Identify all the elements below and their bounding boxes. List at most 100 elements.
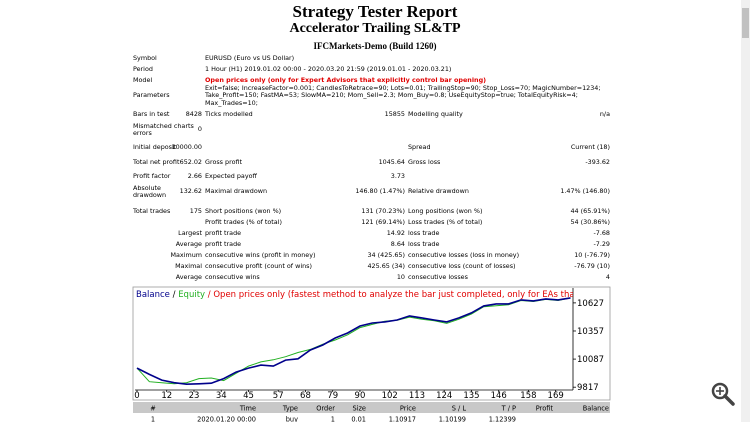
x-tick-label: 68 xyxy=(300,391,311,401)
info-value: EURUSD (Euro vs US Dollar) xyxy=(205,54,295,63)
stat-value: n/a xyxy=(599,110,610,119)
graph-frame xyxy=(132,286,611,401)
stat-value: 121 (69.14%) xyxy=(361,218,405,227)
stat-label: Mismatched charts errors xyxy=(133,121,194,137)
info-label: Period xyxy=(133,65,153,74)
stat-value: 175 xyxy=(189,207,202,216)
stat-label: Profit factor xyxy=(133,172,171,181)
info-label: Symbol xyxy=(133,54,157,63)
trades-column-header: # xyxy=(150,405,156,413)
stat-value: 425.65 (34) xyxy=(367,262,405,271)
legend-separator: / xyxy=(173,290,176,300)
stat-value: 8.64 xyxy=(390,240,405,249)
trades-column-header: Balance xyxy=(583,405,609,413)
trades-cell: 1.10917 xyxy=(389,416,416,422)
stat-value: 652.02 xyxy=(179,158,202,167)
stat-value: 44 (65.91%) xyxy=(570,207,610,216)
scrollbar[interactable] xyxy=(741,0,750,422)
stat-value: 10 xyxy=(396,273,405,282)
trades-column-header: Profit xyxy=(536,405,554,413)
stat-label: Maximal drawdown xyxy=(205,187,268,196)
info-value: Open prices only (only for Expert Adviso… xyxy=(205,76,487,85)
x-tick-label: 57 xyxy=(273,391,284,401)
trades-cell: buy xyxy=(286,416,298,422)
stat-label: profit trade xyxy=(205,240,242,249)
x-tick-label: 79 xyxy=(327,391,338,401)
stat-value: 10 (-76.79) xyxy=(574,251,610,260)
stat-value: -7.68 xyxy=(593,229,610,238)
trades-cell: 1 xyxy=(151,416,155,422)
trades-column-header: T / P xyxy=(501,405,516,413)
stat-label: loss trade xyxy=(408,240,440,249)
stat-label: consecutive wins (profit in money) xyxy=(205,251,316,260)
stat-label: loss trade xyxy=(408,229,440,238)
y-tick-label: 10627 xyxy=(577,299,604,309)
legend-separator: / xyxy=(208,290,211,300)
stat-label: Expected payoff xyxy=(205,172,257,181)
trades-column-header: S / L xyxy=(452,405,467,413)
stat-label: Short positions (won %) xyxy=(205,207,282,216)
x-tick-label: 45 xyxy=(243,391,254,401)
x-tick-label: 135 xyxy=(463,391,479,401)
stat-label: Initial deposit xyxy=(133,143,177,152)
stat-label: Bars in test xyxy=(133,110,170,119)
stat-label: Gross loss xyxy=(408,158,441,167)
stat-label: Ticks modelled xyxy=(205,110,253,119)
stat-label: Modelling quality xyxy=(408,110,463,119)
stat-value: 4 xyxy=(605,273,610,282)
stat-value: 8428 xyxy=(185,110,202,119)
stat-value: Maximal xyxy=(175,262,202,271)
stat-value: 54 (30.86%) xyxy=(570,218,610,227)
scrollbar-thumb[interactable] xyxy=(742,8,749,38)
info-value: 1 Hour (H1) 2019.01.02 00:00 - 2020.03.2… xyxy=(205,65,452,74)
stat-value: Maximum xyxy=(170,251,203,260)
equity-line xyxy=(136,297,571,385)
y-tick-label: 9817 xyxy=(577,383,599,393)
server-name: IFCMarkets-Demo (Build 1260) xyxy=(313,41,437,51)
zoom-icon[interactable] xyxy=(711,382,735,406)
stat-label: Profit trades (% of total) xyxy=(205,218,282,227)
trades-cell: 2020.01.20 00:00 xyxy=(197,416,256,422)
x-tick-label: 124 xyxy=(436,391,452,401)
stat-label: Total trades xyxy=(133,207,171,216)
stat-label: Gross profit xyxy=(205,158,243,167)
stat-label: Long positions (won %) xyxy=(408,207,483,216)
stat-value: 14.92 xyxy=(386,229,405,238)
stat-value: -76.79 (10) xyxy=(574,262,610,271)
report-title: Strategy Tester Report xyxy=(292,2,458,21)
stat-label: Spread xyxy=(408,143,431,152)
stat-label: Relative drawdown xyxy=(408,187,469,196)
stat-value: Largest xyxy=(178,229,202,238)
x-tick-label: 12 xyxy=(161,391,172,401)
x-tick-label: 102 xyxy=(382,391,398,401)
stat-label: Total net profit xyxy=(133,158,180,167)
stat-value: 15855 xyxy=(384,110,405,119)
stat-label: Loss trades (% of total) xyxy=(408,218,483,227)
stat-value: -7.29 xyxy=(593,240,610,249)
stat-value: 146.80 (1.47%) xyxy=(355,187,405,196)
stat-value: 132.62 xyxy=(179,187,202,196)
x-tick-label: 169 xyxy=(548,391,564,401)
trades-cell: 0.01 xyxy=(351,416,366,422)
stat-value: 1.47% (146.80) xyxy=(560,187,610,196)
y-tick-label: 10357 xyxy=(577,327,604,337)
stat-label: profit trade xyxy=(205,229,242,238)
x-tick-label: 0 xyxy=(134,391,139,401)
stat-label: Absolute drawdown xyxy=(133,183,167,199)
x-tick-label: 90 xyxy=(355,391,366,401)
stat-value: Current (18) xyxy=(570,143,610,152)
stat-value: 1045.64 xyxy=(378,158,405,167)
stat-label: consecutive losses xyxy=(408,273,468,282)
stat-value: 3.73 xyxy=(390,172,405,181)
info-label: Model xyxy=(133,76,153,85)
trades-cell: 1 xyxy=(331,416,335,422)
legend-note: Open prices only (fastest method to anal… xyxy=(213,290,658,300)
x-tick-label: 23 xyxy=(189,391,200,401)
stat-label: consecutive losses (loss in money) xyxy=(408,251,520,260)
trades-cell: 1.12399 xyxy=(489,416,516,422)
stat-value: 0 xyxy=(197,125,202,134)
stat-value: -393.62 xyxy=(585,158,610,167)
expert-name: Accelerator Trailing SL&TP xyxy=(289,21,461,36)
x-tick-label: 146 xyxy=(491,391,507,401)
